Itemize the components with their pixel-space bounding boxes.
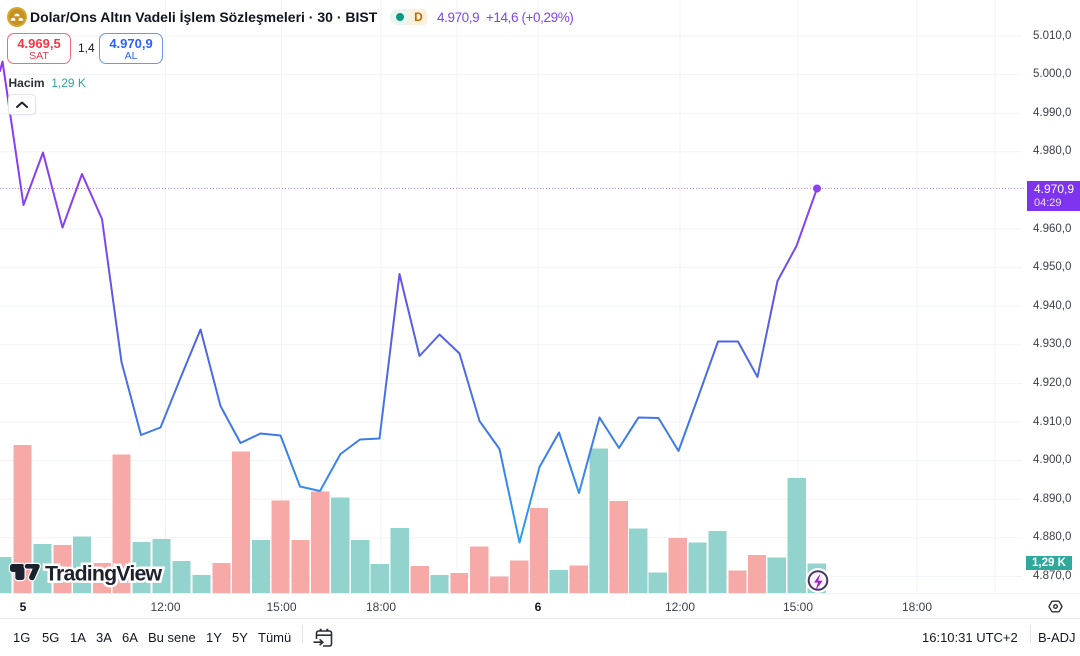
svg-text:TradingView: TradingView	[45, 562, 162, 586]
